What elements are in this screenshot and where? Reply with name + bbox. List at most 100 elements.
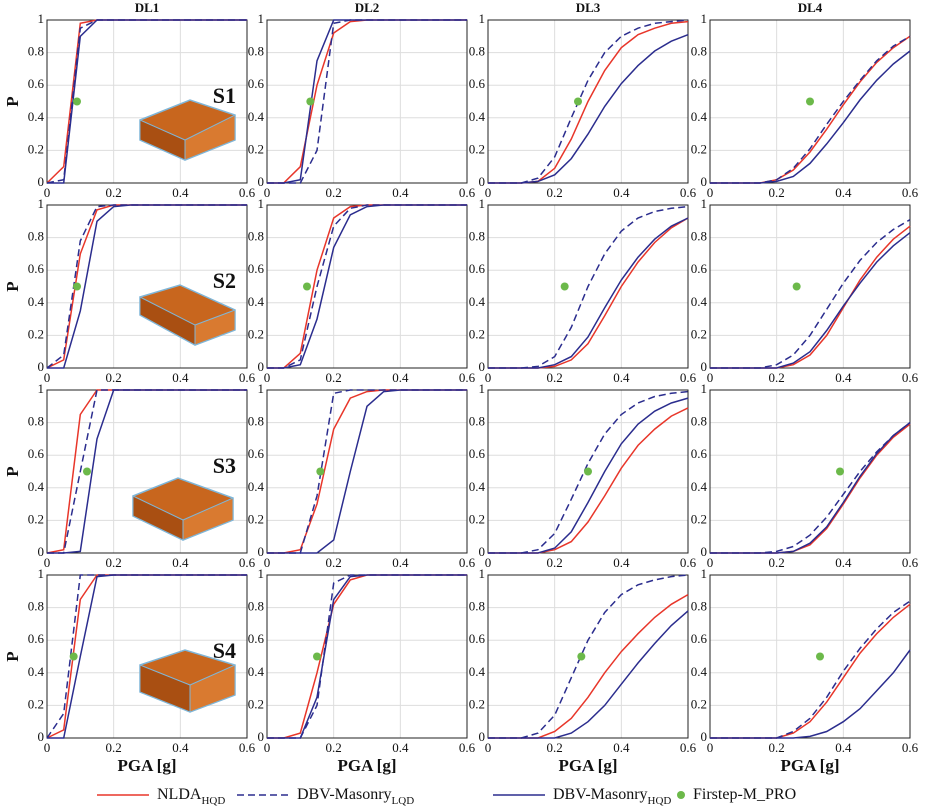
y-tick-label: 1 bbox=[38, 196, 45, 211]
x-tick-label: 0.2 bbox=[769, 740, 785, 755]
fragility-curve bbox=[710, 226, 910, 368]
x-tick-label: 0 bbox=[264, 370, 271, 385]
column-title: DL4 bbox=[798, 0, 823, 15]
y-tick-label: 0.6 bbox=[691, 631, 708, 646]
point bbox=[70, 653, 78, 661]
x-tick-label: 0.4 bbox=[172, 185, 189, 200]
x-tick-label: 0.6 bbox=[459, 185, 476, 200]
point bbox=[316, 468, 324, 476]
legend-name: DBV-Masonry bbox=[297, 786, 392, 803]
fragility-curve bbox=[267, 205, 467, 368]
legend-subscript: HQD bbox=[648, 795, 672, 807]
legend-label: DBV-MasonryLQD bbox=[297, 786, 414, 807]
point bbox=[793, 283, 801, 291]
panel: 00.20.40.60.8100.20.40.6PS3 bbox=[3, 381, 256, 570]
y-tick-label: 0.2 bbox=[691, 511, 707, 526]
x-tick-label: 0.2 bbox=[106, 185, 122, 200]
y-tick-label: 1 bbox=[701, 196, 708, 211]
y-tick-label: 0.8 bbox=[469, 229, 485, 244]
x-tick-label: 0 bbox=[264, 740, 271, 755]
point bbox=[306, 98, 314, 106]
point bbox=[73, 98, 81, 106]
y-tick-label: 0.8 bbox=[28, 599, 44, 614]
x-tick-label: 0.4 bbox=[172, 555, 189, 570]
y-tick-label: 1 bbox=[701, 381, 708, 396]
y-tick-label: 0.4 bbox=[248, 664, 265, 679]
point bbox=[584, 468, 592, 476]
y-tick-label: 1 bbox=[258, 566, 265, 581]
fragility-curve bbox=[488, 35, 688, 183]
y-tick-label: 0.8 bbox=[691, 229, 707, 244]
point bbox=[816, 653, 824, 661]
y-tick-label: 0.2 bbox=[248, 141, 264, 156]
x-tick-label: 0 bbox=[485, 370, 492, 385]
panel: 00.20.40.60.8100.20.40.6 bbox=[248, 196, 476, 385]
y-tick-label: 0.8 bbox=[28, 44, 44, 59]
y-tick-label: 1 bbox=[701, 566, 708, 581]
x-tick-label: 0.6 bbox=[680, 370, 697, 385]
x-tick-label: 0.6 bbox=[902, 185, 919, 200]
y-tick-label: 0.4 bbox=[469, 294, 486, 309]
x-tick-label: 0.2 bbox=[547, 740, 563, 755]
y-tick-label: 0.6 bbox=[469, 76, 486, 91]
y-tick-label: 0.8 bbox=[469, 599, 485, 614]
fragility-curve bbox=[267, 575, 467, 738]
panel: 00.20.40.60.8100.20.40.6DL2 bbox=[248, 0, 476, 200]
point bbox=[561, 283, 569, 291]
legend-label: Firstep-M_PRO bbox=[693, 786, 796, 803]
y-tick-label: 0.2 bbox=[248, 696, 264, 711]
y-tick-label: 0.2 bbox=[248, 326, 264, 341]
y-tick-label: 0.8 bbox=[248, 44, 264, 59]
fragility-curve bbox=[488, 575, 688, 738]
y-tick-label: 0.2 bbox=[28, 141, 44, 156]
fragility-curve bbox=[488, 611, 688, 738]
x-tick-label: 0.2 bbox=[326, 185, 342, 200]
y-tick-label: 1 bbox=[479, 11, 486, 26]
x-axis-label: PGA [g] bbox=[337, 756, 396, 775]
x-tick-label: 0.4 bbox=[172, 370, 189, 385]
y-tick-label: 1 bbox=[38, 381, 45, 396]
legend-marker bbox=[677, 791, 685, 799]
legend-name: Firstep-M_PRO bbox=[693, 786, 796, 803]
panel: 00.20.40.60.8100.20.40.6DL1PS1 bbox=[3, 0, 256, 200]
y-tick-label: 0.6 bbox=[28, 261, 45, 276]
panel: 00.20.40.60.8100.20.40.6 bbox=[469, 381, 697, 570]
y-tick-label: 1 bbox=[258, 381, 265, 396]
panel: 00.20.40.60.8100.20.40.6PGA [g] bbox=[469, 566, 697, 775]
x-tick-label: 0.2 bbox=[326, 370, 342, 385]
fragility-curve bbox=[267, 390, 467, 553]
x-tick-label: 0.4 bbox=[835, 555, 852, 570]
x-tick-label: 0.6 bbox=[459, 555, 476, 570]
y-tick-label: 0.2 bbox=[469, 141, 485, 156]
y-tick-label: 0.8 bbox=[469, 44, 485, 59]
y-tick-label: 0.8 bbox=[248, 414, 264, 429]
x-tick-label: 0.4 bbox=[613, 740, 630, 755]
y-tick-label: 0.2 bbox=[691, 696, 707, 711]
fragility-curve bbox=[267, 205, 467, 368]
legend-subscript: LQD bbox=[392, 795, 415, 807]
fragility-curve bbox=[710, 36, 910, 183]
x-axis-label: PGA [g] bbox=[117, 756, 176, 775]
row-label: S3 bbox=[213, 453, 236, 478]
fragility-curve bbox=[710, 650, 910, 738]
fragility-curve bbox=[267, 575, 467, 738]
column-title: DL2 bbox=[355, 0, 380, 15]
x-tick-label: 0.4 bbox=[613, 370, 630, 385]
y-tick-label: 1 bbox=[38, 566, 45, 581]
fragility-curve bbox=[488, 595, 688, 738]
x-tick-label: 0.4 bbox=[172, 740, 189, 755]
x-tick-label: 0.2 bbox=[106, 370, 122, 385]
x-tick-label: 0.4 bbox=[613, 185, 630, 200]
x-tick-label: 0.6 bbox=[459, 740, 476, 755]
x-tick-label: 0 bbox=[264, 185, 271, 200]
panel: 00.20.40.60.8100.20.40.6PGA [g] bbox=[248, 566, 476, 775]
x-tick-label: 0 bbox=[485, 185, 492, 200]
y-tick-label: 1 bbox=[258, 11, 265, 26]
fragility-curve bbox=[710, 36, 910, 183]
point bbox=[806, 98, 814, 106]
fragility-curve bbox=[267, 575, 467, 738]
y-tick-label: 0.4 bbox=[469, 479, 486, 494]
